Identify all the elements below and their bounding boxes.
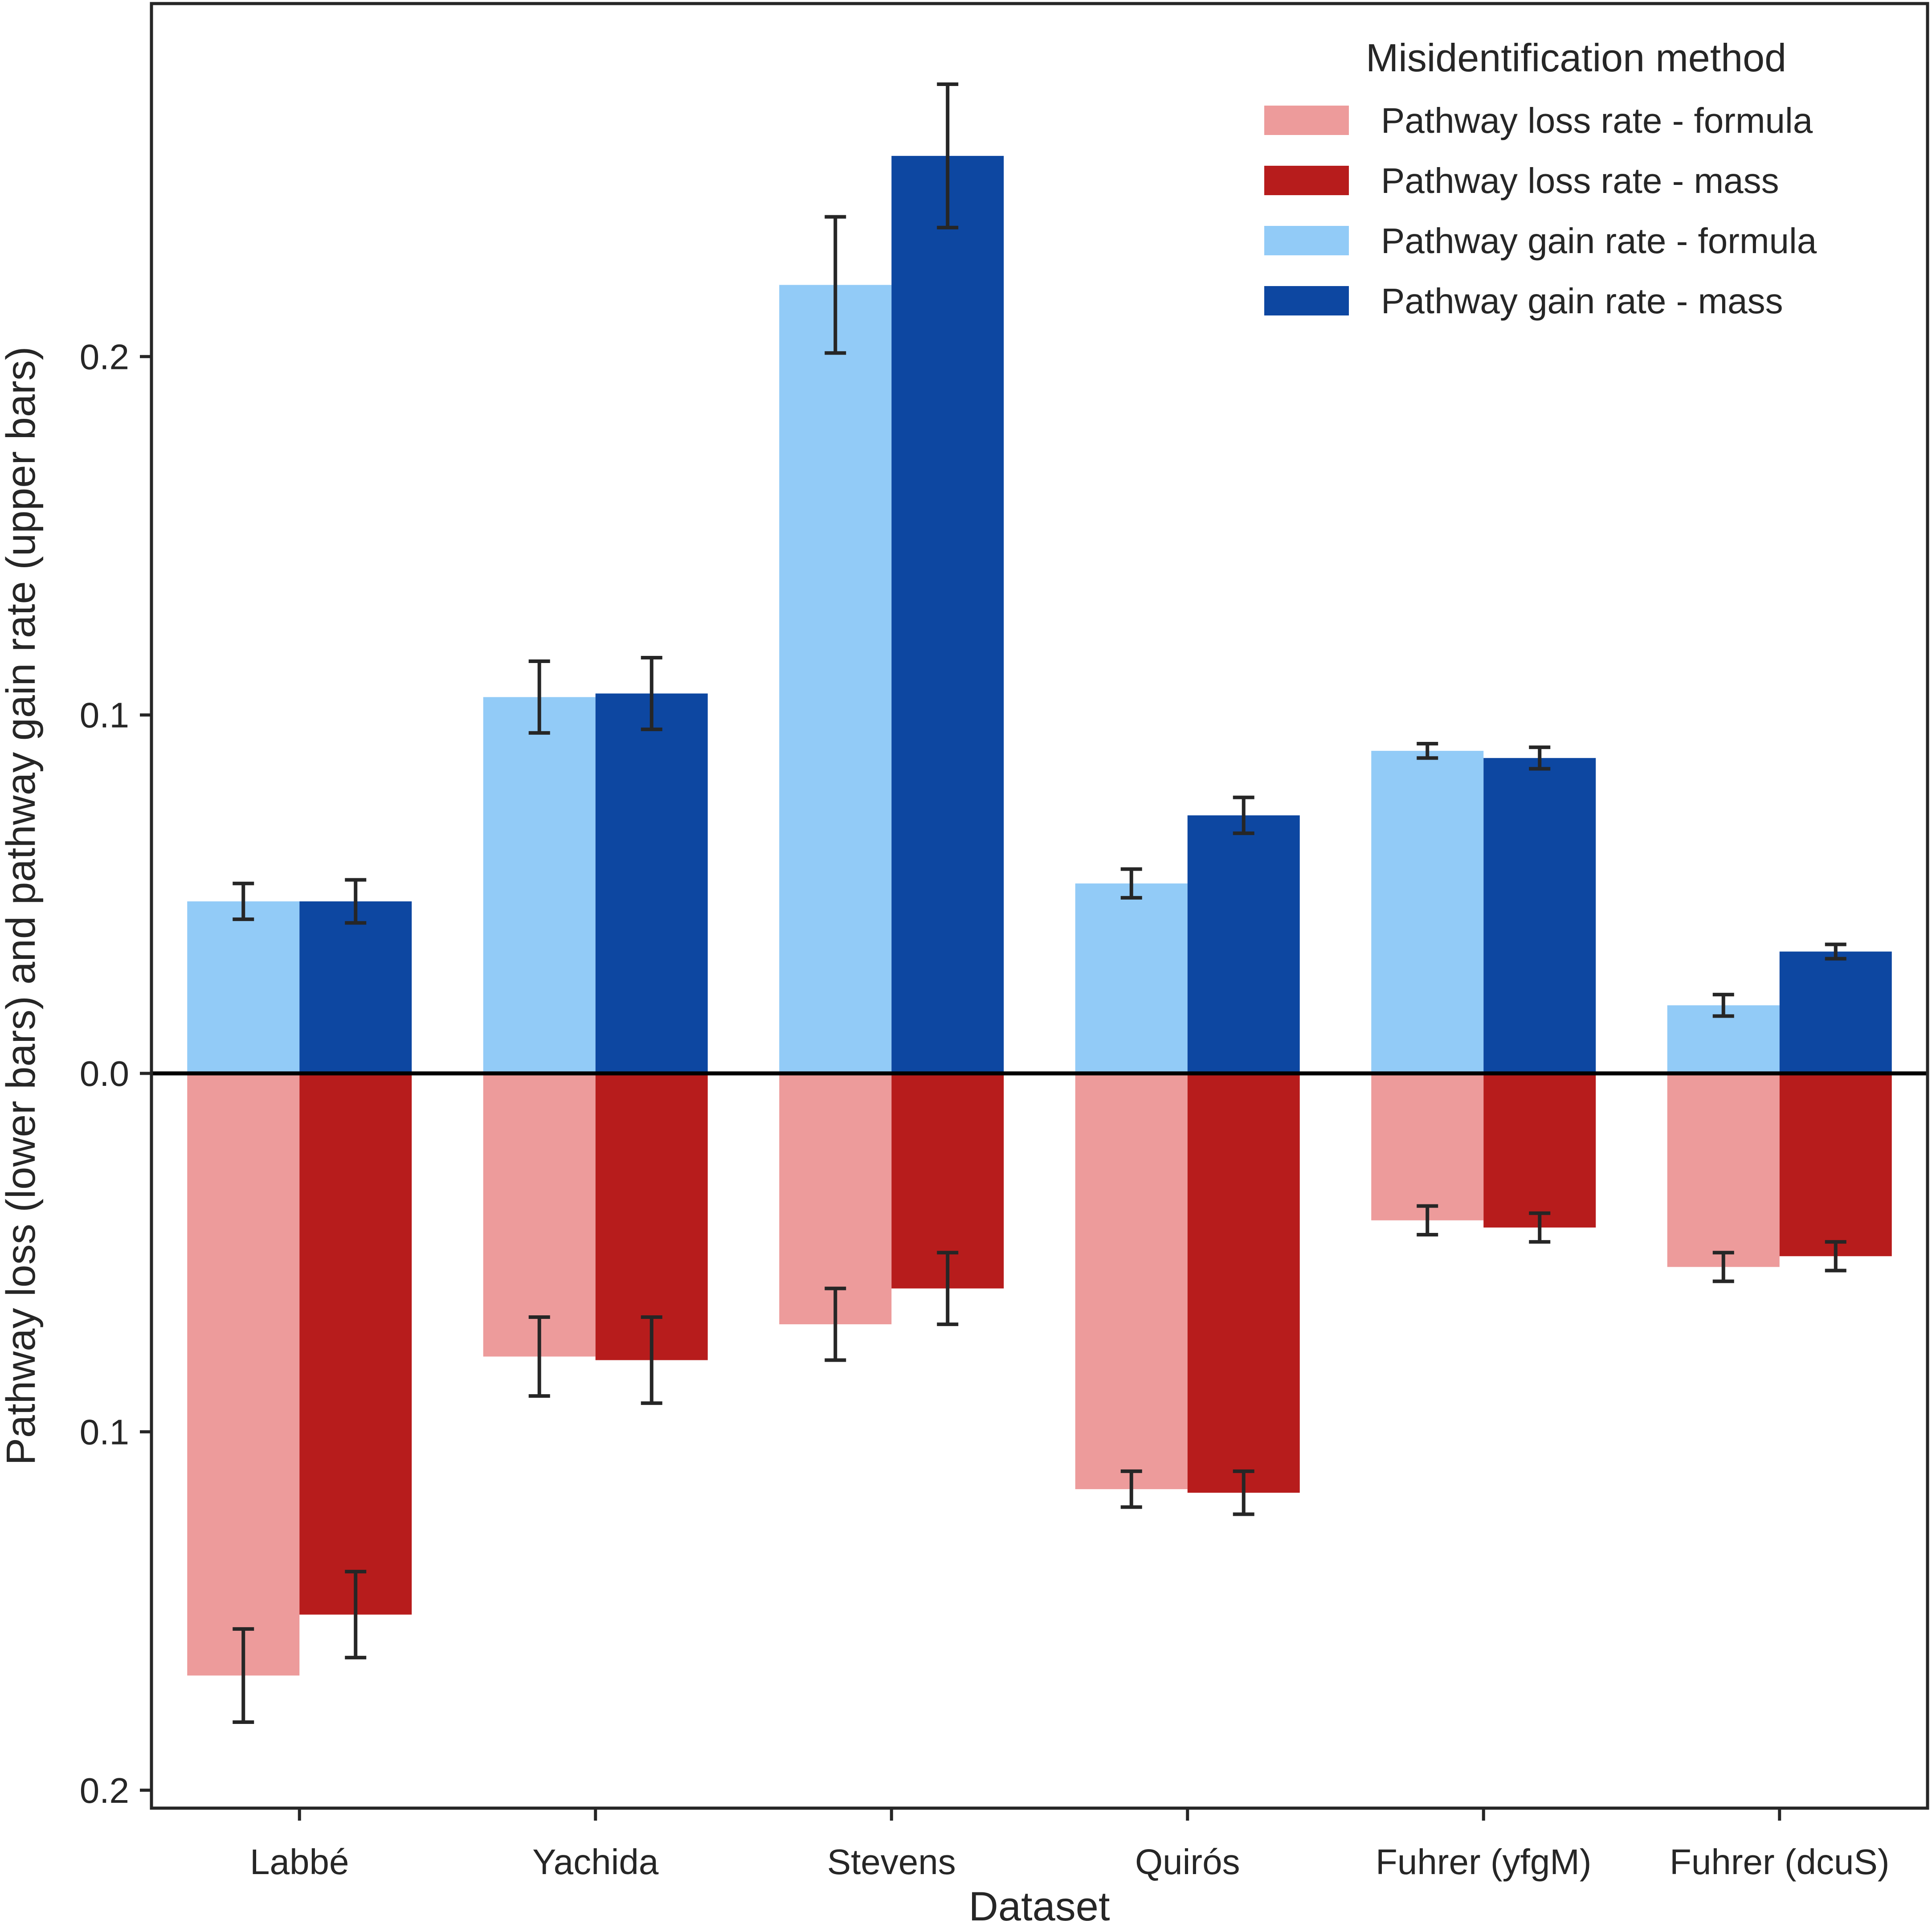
error-bar	[1233, 1469, 1254, 1516]
error-bar	[937, 82, 959, 229]
error-bar	[1825, 1240, 1846, 1273]
bar-pathway-gain-rate-mass	[1779, 951, 1892, 1074]
legend-title: Misidentification method	[1366, 36, 1786, 80]
bar-pathway-gain-rate-formula	[779, 285, 892, 1074]
error-bar	[528, 1315, 550, 1398]
y-axis: 0.2 0.1 0.0 0.1 0.2	[80, 337, 151, 1810]
bar-pathway-loss-rate-formula	[483, 1073, 596, 1357]
error-bar	[1233, 795, 1254, 835]
legend-swatch-pathway-gain-rate-mass	[1264, 286, 1349, 315]
error-bar	[233, 881, 254, 921]
error-bar	[1529, 745, 1551, 771]
error-bar	[233, 1627, 254, 1724]
bar-pathway-gain-rate-formula	[1371, 751, 1484, 1074]
y-tick-label: 0.0	[80, 1054, 129, 1093]
bar-pathway-loss-rate-mass	[299, 1073, 412, 1615]
error-bar	[1712, 1251, 1734, 1283]
y-tick-label: 0.1	[80, 696, 129, 735]
bar-pathway-gain-rate-mass	[1483, 758, 1596, 1074]
error-bar	[345, 878, 367, 925]
legend-swatch-pathway-gain-rate-formula	[1264, 226, 1349, 255]
legend-swatch-pathway-loss-rate-formula	[1264, 106, 1349, 135]
legend-label: Pathway gain rate - mass	[1381, 281, 1783, 321]
x-tick-label: Stevens	[827, 1842, 956, 1882]
plot-frame	[150, 2, 1929, 1810]
bar-pathway-gain-rate-formula	[483, 697, 596, 1074]
error-bar	[641, 1315, 662, 1405]
bar-pathway-loss-rate-formula	[1371, 1073, 1484, 1220]
bar-pathway-loss-rate-mass	[595, 1073, 708, 1360]
error-bar	[937, 1251, 959, 1326]
bar-pathway-gain-rate-formula	[1075, 883, 1188, 1074]
legend-swatch-pathway-loss-rate-mass	[1264, 166, 1349, 195]
bar-pathway-gain-rate-mass	[891, 156, 1004, 1074]
bar-pathway-loss-rate-mass	[1483, 1073, 1596, 1228]
bar-pathway-loss-rate-mass	[1187, 1073, 1300, 1493]
legend-label: Pathway loss rate - mass	[1381, 161, 1779, 201]
x-tick-label: Labbé	[250, 1842, 349, 1882]
bars-layer	[187, 156, 1892, 1676]
error-bar	[1417, 742, 1438, 760]
error-bar	[1825, 942, 1846, 961]
error-bar	[825, 215, 846, 355]
y-tick-label: 0.2	[80, 337, 129, 377]
error-bar	[528, 659, 550, 735]
legend: Misidentification method Pathway loss ra…	[1264, 36, 1817, 321]
error-bar	[825, 1286, 846, 1362]
y-tick-label: 0.2	[80, 1771, 129, 1810]
x-tick-label: Quirós	[1135, 1842, 1240, 1882]
legend-label: Pathway loss rate - formula	[1381, 101, 1813, 140]
y-tick-label: 0.1	[80, 1412, 129, 1452]
y-axis-title: Pathway loss (lower bars) and pathway ga…	[0, 347, 44, 1465]
x-axis-title: Dataset	[968, 1884, 1110, 1926]
error-bar	[1120, 867, 1142, 900]
bar-pathway-gain-rate-formula	[187, 901, 300, 1074]
error-bar	[1712, 993, 1734, 1018]
bar-pathway-loss-rate-formula	[1075, 1073, 1188, 1490]
bar-pathway-loss-rate-mass	[1779, 1073, 1892, 1257]
bar-pathway-loss-rate-formula	[779, 1073, 892, 1325]
legend-label: Pathway gain rate - formula	[1381, 221, 1817, 261]
bar-pathway-gain-rate-mass	[595, 693, 708, 1074]
bar-pathway-loss-rate-formula	[1667, 1073, 1780, 1267]
x-tick-label: Yachida	[532, 1842, 659, 1882]
error-bar	[345, 1570, 367, 1660]
error-bar	[1417, 1204, 1438, 1237]
x-tick-label: Fuhrer (dcuS)	[1670, 1842, 1889, 1882]
error-bars-layer	[233, 82, 1846, 1724]
bar-pathway-gain-rate-mass	[1187, 815, 1300, 1074]
error-bar	[1529, 1211, 1551, 1244]
x-axis: Labbé Yachida Stevens Quirós Fuhrer (yfgM) Fu…	[250, 1808, 1889, 1882]
bar-pathway-gain-rate-mass	[299, 901, 412, 1074]
error-bar	[641, 655, 662, 731]
error-bar	[1120, 1469, 1142, 1509]
bar-pathway-loss-rate-formula	[187, 1073, 300, 1676]
x-tick-label: Fuhrer (yfgM)	[1376, 1842, 1592, 1882]
